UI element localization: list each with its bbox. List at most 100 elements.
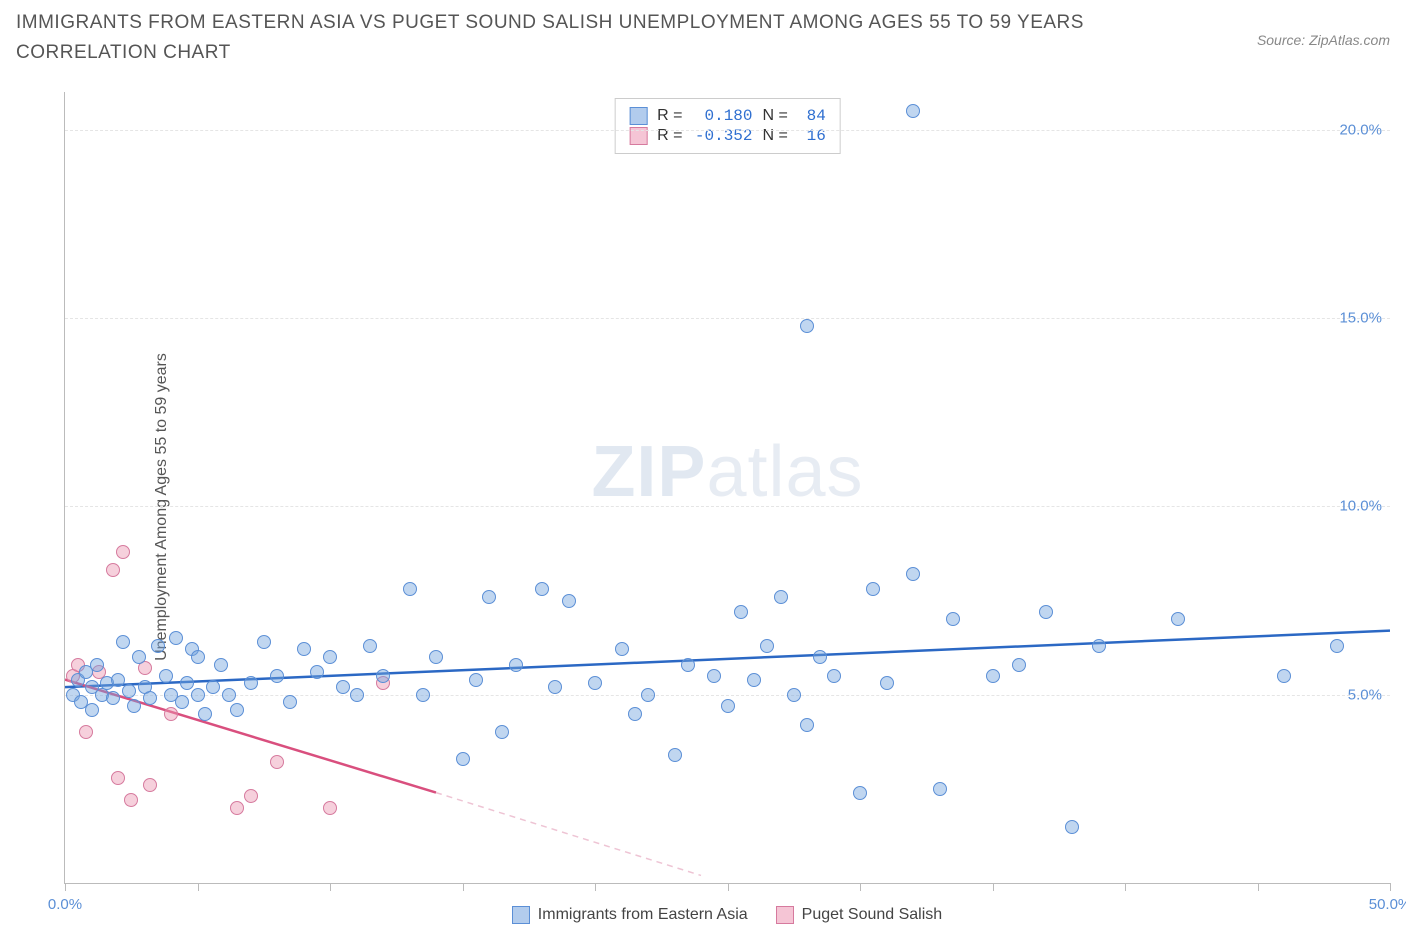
data-point <box>222 688 236 702</box>
legend: Immigrants from Eastern Asia Puget Sound… <box>64 906 1390 924</box>
data-point <box>615 642 629 656</box>
data-point <box>1092 639 1106 653</box>
swatch-blue-icon <box>629 107 647 125</box>
data-point <box>106 691 120 705</box>
data-point <box>323 801 337 815</box>
data-point <box>813 650 827 664</box>
data-point <box>85 703 99 717</box>
x-tick <box>1258 883 1259 891</box>
x-tick <box>595 883 596 891</box>
data-point <box>747 673 761 687</box>
legend-item-blue: Immigrants from Eastern Asia <box>512 906 748 924</box>
data-point <box>760 639 774 653</box>
r-value-blue: 0.180 <box>693 107 753 125</box>
gridline <box>65 695 1390 696</box>
data-point <box>1012 658 1026 672</box>
x-tick <box>1390 883 1391 891</box>
data-point <box>350 688 364 702</box>
data-point <box>230 703 244 717</box>
data-point <box>151 639 165 653</box>
y-tick-label: 10.0% <box>1339 498 1382 515</box>
legend-label-blue: Immigrants from Eastern Asia <box>538 906 748 924</box>
data-point <box>787 688 801 702</box>
y-tick-label: 20.0% <box>1339 121 1382 138</box>
data-point <box>270 755 284 769</box>
data-point <box>191 650 205 664</box>
legend-item-pink: Puget Sound Salish <box>776 906 943 924</box>
swatch-pink-icon <box>776 906 794 924</box>
x-tick <box>860 883 861 891</box>
data-point <box>509 658 523 672</box>
data-point <box>416 688 430 702</box>
data-point <box>310 665 324 679</box>
data-point <box>906 104 920 118</box>
gridline <box>65 130 1390 131</box>
data-point <box>535 582 549 596</box>
data-point <box>111 771 125 785</box>
correlation-stats-box: R = 0.180 N = 84 R = -0.352 N = 16 <box>614 98 841 154</box>
data-point <box>132 650 146 664</box>
n-label: N = <box>763 107 788 125</box>
data-point <box>244 789 258 803</box>
x-tick <box>728 883 729 891</box>
data-point <box>933 782 947 796</box>
data-point <box>164 707 178 721</box>
x-tick <box>198 883 199 891</box>
data-point <box>721 699 735 713</box>
data-point <box>853 786 867 800</box>
data-point <box>122 684 136 698</box>
data-point <box>257 635 271 649</box>
data-point <box>283 695 297 709</box>
data-point <box>403 582 417 596</box>
data-point <box>270 669 284 683</box>
data-point <box>641 688 655 702</box>
data-point <box>106 563 120 577</box>
data-point <box>244 676 258 690</box>
swatch-blue-icon <box>512 906 530 924</box>
x-tick <box>65 883 66 891</box>
data-point <box>159 669 173 683</box>
chart-container: Unemployment Among Ages 55 to 59 years Z… <box>16 92 1390 922</box>
data-point <box>906 567 920 581</box>
data-point <box>880 676 894 690</box>
data-point <box>800 319 814 333</box>
plot-area: ZIPatlas R = 0.180 N = 84 R = -0.352 N =… <box>64 92 1390 884</box>
data-point <box>323 650 337 664</box>
stats-row-blue: R = 0.180 N = 84 <box>629 107 826 125</box>
data-point <box>946 612 960 626</box>
x-tick <box>330 883 331 891</box>
trend-overlay <box>65 92 1390 883</box>
data-point <box>1171 612 1185 626</box>
data-point <box>1039 605 1053 619</box>
x-tick <box>993 883 994 891</box>
data-point <box>562 594 576 608</box>
data-point <box>363 639 377 653</box>
x-tick <box>1125 883 1126 891</box>
n-value-blue: 84 <box>798 107 826 125</box>
data-point <box>169 631 183 645</box>
data-point <box>191 688 205 702</box>
x-tick <box>463 883 464 891</box>
data-point <box>495 725 509 739</box>
data-point <box>681 658 695 672</box>
y-tick-label: 15.0% <box>1339 310 1382 327</box>
data-point <box>548 680 562 694</box>
data-point <box>866 582 880 596</box>
data-point <box>336 680 350 694</box>
data-point <box>175 695 189 709</box>
data-point <box>707 669 721 683</box>
data-point <box>800 718 814 732</box>
data-point <box>116 545 130 559</box>
data-point <box>734 605 748 619</box>
data-point <box>79 725 93 739</box>
data-point <box>180 676 194 690</box>
data-point <box>206 680 220 694</box>
data-point <box>469 673 483 687</box>
data-point <box>588 676 602 690</box>
data-point <box>116 635 130 649</box>
data-point <box>198 707 212 721</box>
source-attribution: Source: ZipAtlas.com <box>1257 32 1390 48</box>
data-point <box>1330 639 1344 653</box>
data-point <box>1065 820 1079 834</box>
data-point <box>628 707 642 721</box>
